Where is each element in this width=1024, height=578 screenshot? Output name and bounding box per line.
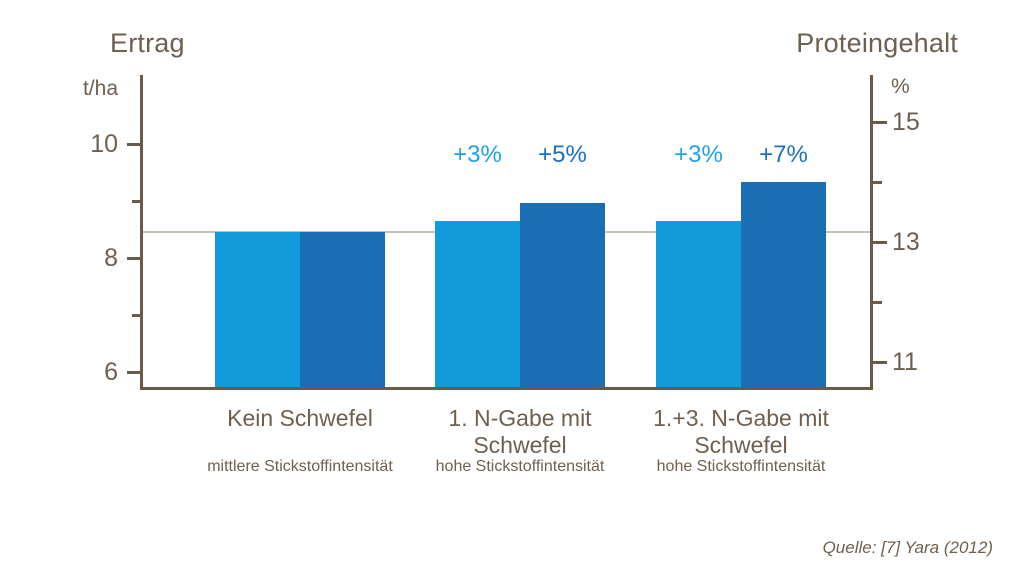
right-major-tick [870,241,887,244]
bar-proteingehalt [520,203,605,387]
left-major-tick [127,371,143,374]
category-label-line: Schwefel [473,432,567,458]
category-sublabel: hohe Stickstoffintensität [656,458,826,475]
right-tick-label: 11 [892,348,918,376]
right-axis-line [870,75,873,390]
left-tick-label: 6 [104,358,118,386]
x-axis-line [140,387,873,390]
left-tick-label: 10 [90,130,118,158]
left-axis-title: Ertrag [110,28,185,58]
right-major-tick [870,121,887,124]
category-label-line: Schwefel [694,432,788,458]
right-tick-label: 15 [892,108,920,136]
left-axis-line [140,75,143,390]
category-label-line: 1.+3. N-Gabe mit [653,405,829,431]
delta-label-ertrag: +3% [453,141,502,168]
right-tick-label: 13 [892,228,920,256]
bar-ertrag [215,232,300,387]
right-minor-tick [870,181,882,184]
category-label: 1. N-Gabe mit Schwefel [390,405,650,459]
bar-ertrag [435,221,520,387]
left-tick-label: 8 [104,244,118,272]
left-minor-tick [132,314,143,317]
delta-label-protein: +7% [759,141,808,168]
source-note: Quelle: [7] Yara (2012) [822,538,993,557]
category-sublabel: hohe Stickstoffintensität [435,458,605,475]
category-label: 1.+3. N-Gabe mit Schwefel [611,405,871,459]
right-major-tick [870,361,887,364]
right-minor-tick [870,301,882,304]
category-label: Kein Schwefel [170,405,430,432]
right-axis-title: Proteingehalt [796,28,958,58]
category-label-line: Kein Schwefel [227,405,373,431]
bar-proteingehalt [300,232,385,387]
right-axis-unit: % [891,75,910,98]
left-axis-unit: t/ha [82,77,118,100]
delta-label-protein: +5% [538,141,587,168]
bar-ertrag [656,221,741,387]
left-major-tick [127,257,143,260]
bar-proteingehalt [741,182,826,387]
category-sublabel: mittlere Stickstoffintensität [207,458,393,475]
delta-label-ertrag: +3% [674,141,723,168]
category-label-line: 1. N-Gabe mit [448,405,592,431]
left-major-tick [127,143,143,146]
left-minor-tick [132,200,143,203]
